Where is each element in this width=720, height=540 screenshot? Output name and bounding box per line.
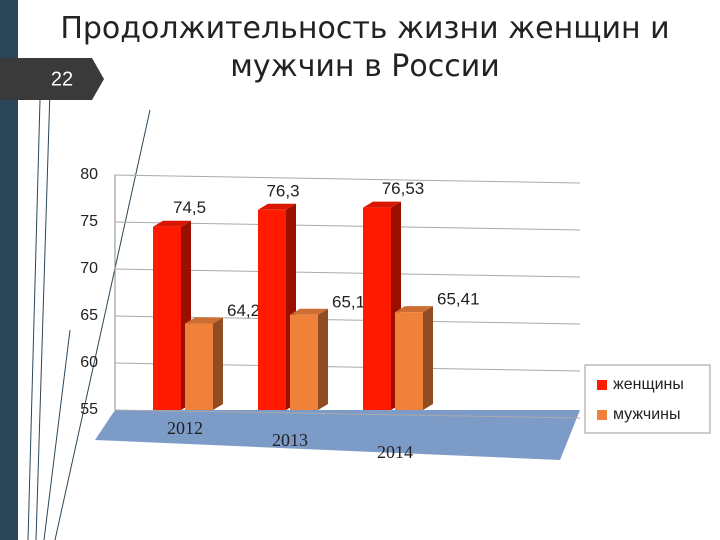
data-label: 64,2: [227, 301, 260, 320]
grid-line: [114, 174, 581, 184]
data-label: 76,3: [266, 181, 299, 200]
bar: [258, 209, 286, 410]
bar-top: [153, 220, 191, 227]
y-tick-label: 55: [80, 401, 98, 418]
bar: [363, 207, 391, 410]
bar-top: [395, 306, 433, 313]
slide-number: 22: [51, 68, 73, 90]
bar: [153, 226, 181, 410]
data-label: 74,5: [173, 198, 206, 217]
legend-swatch: [597, 410, 607, 420]
legend-label: женщины: [613, 376, 684, 393]
bar-side: [423, 306, 433, 410]
bar-top: [363, 201, 401, 208]
y-tick-label: 65: [80, 307, 98, 324]
legend-label: мужчины: [613, 406, 681, 423]
legend-swatch: [597, 380, 607, 390]
y-tick-label: 70: [80, 260, 98, 277]
bar: [395, 312, 423, 410]
x-tick-label: 2012: [167, 418, 203, 438]
grid-line: [114, 221, 581, 231]
y-tick-label: 75: [80, 213, 98, 230]
grid-line: [114, 268, 581, 278]
floor: [95, 410, 580, 460]
bar-side: [318, 308, 328, 410]
y-tick-label: 60: [80, 354, 98, 371]
bar-top: [290, 308, 328, 315]
side-strip: [0, 0, 18, 540]
data-label: 65,41: [437, 290, 480, 309]
legend: [584, 364, 711, 434]
grid-line: [114, 409, 581, 419]
bar-side: [213, 317, 223, 410]
grid-line: [114, 315, 581, 325]
y-tick-label: 80: [80, 166, 98, 183]
chart-title: Продолжительность жизни женщин и мужчин …: [60, 11, 670, 84]
x-tick-label: 2013: [272, 430, 308, 450]
x-tick-label: 2014: [377, 442, 413, 462]
bar: [290, 314, 318, 410]
slide-number-box: [0, 58, 104, 100]
bar-top: [185, 317, 223, 324]
bar: [185, 323, 213, 410]
decoration: [27, 89, 151, 540]
bar-top: [258, 203, 296, 210]
data-label: 76,53: [382, 179, 425, 198]
